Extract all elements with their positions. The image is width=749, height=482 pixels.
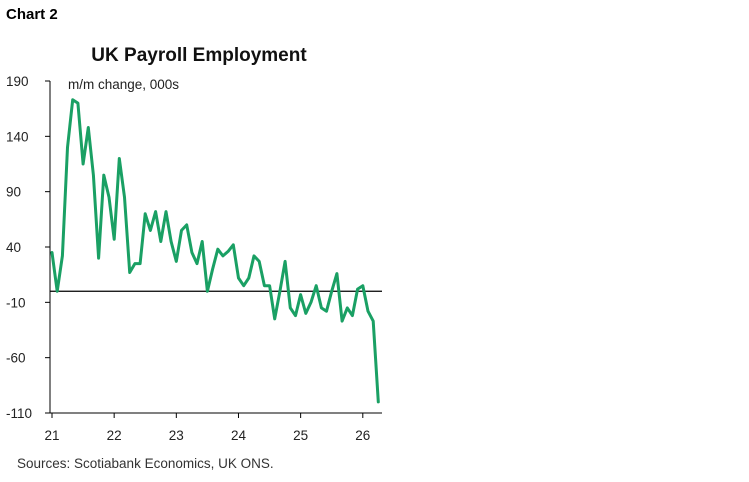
y-tick-label: 40 <box>6 240 21 255</box>
plot-area <box>50 98 380 404</box>
x-tick-label: 25 <box>293 428 308 443</box>
y-tick-label: -60 <box>6 351 26 366</box>
y-tick-label: 90 <box>6 185 21 200</box>
chart-title: UK Payroll Employment <box>91 45 307 66</box>
series-line-payroll-employment <box>50 98 380 404</box>
x-tick-label: 22 <box>107 428 122 443</box>
x-tick-label: 26 <box>355 428 370 443</box>
x-tick-label: 23 <box>169 428 184 443</box>
chart-number-label: Chart 2 <box>6 6 58 23</box>
source-note: Sources: Scotiabank Economics, UK ONS. <box>17 456 274 471</box>
unit-label: m/m change, 000s <box>68 77 179 92</box>
x-tick-label: 21 <box>44 428 59 443</box>
y-tick-label: 190 <box>6 74 29 89</box>
x-axis: 21 22 23 24 25 26 <box>44 290 382 443</box>
line-chart: UK Payroll Employment m/m change, 000s 1… <box>6 45 382 443</box>
y-axis: 190 140 90 40 -10 -60 -110 <box>6 74 51 421</box>
x-tick-label: 24 <box>231 428 247 443</box>
y-tick-label: -10 <box>6 295 26 310</box>
y-tick-label: 140 <box>6 129 29 144</box>
y-tick-label: -110 <box>6 406 32 421</box>
